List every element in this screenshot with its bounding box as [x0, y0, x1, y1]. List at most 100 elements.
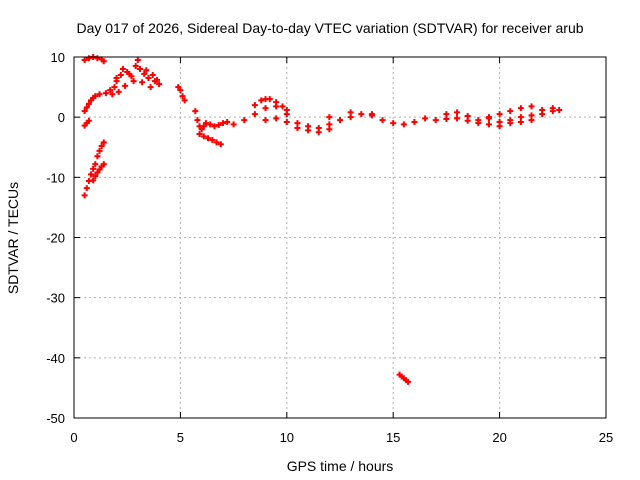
data-point [126, 70, 133, 77]
data-point [149, 72, 156, 79]
data-point [96, 91, 103, 98]
data-point [258, 97, 265, 104]
data-point [305, 127, 312, 134]
data-point [337, 117, 343, 124]
data-point [390, 120, 397, 127]
data-point [139, 79, 146, 86]
data-point [251, 102, 258, 109]
data-point [107, 87, 114, 94]
y-tick-label: 0 [58, 110, 65, 125]
data-point [111, 84, 118, 91]
data-point [145, 75, 152, 82]
data-point [102, 90, 109, 97]
data-point [528, 117, 535, 124]
data-point [507, 108, 514, 115]
data-point [130, 78, 137, 85]
data-point [217, 141, 224, 148]
data-point [279, 103, 286, 110]
data-point [358, 111, 365, 118]
data-point [207, 121, 214, 128]
data-point [100, 58, 107, 65]
data-point [192, 108, 199, 115]
data-point [230, 121, 237, 128]
y-axis-title: SDTVAR / TECUs [5, 182, 21, 294]
data-point [273, 115, 280, 122]
series-dip-6-7h [192, 108, 231, 133]
tick-layer: 0 5 10 15 20 25 -50 -40 -30 -20 -10 0 10 [46, 50, 613, 445]
data-point [88, 171, 95, 178]
data-point [368, 111, 375, 118]
data-point [528, 103, 535, 110]
series-dip-low-tail [196, 131, 224, 148]
data-point [485, 121, 492, 128]
data-point [194, 117, 201, 124]
data-point [113, 75, 120, 82]
data-point [117, 72, 124, 79]
data-point [94, 153, 101, 160]
data-point [496, 111, 503, 118]
chart-title: Day 017 of 2026, Sidereal Day-to-day VTE… [76, 20, 583, 36]
data-point [96, 166, 103, 173]
data-point [400, 121, 407, 128]
data-point [517, 118, 524, 125]
y-tick-label: 10 [51, 50, 65, 65]
data-point [219, 120, 226, 127]
data-point [85, 100, 92, 107]
data-point [215, 121, 222, 128]
data-point [549, 105, 556, 112]
y-tick-label: -30 [46, 291, 65, 306]
data-point [136, 66, 143, 73]
data-point [213, 139, 220, 146]
data-point [347, 109, 354, 116]
series-main-upper [251, 96, 556, 121]
data-point [141, 70, 148, 77]
data-point [92, 173, 99, 180]
data-point [90, 165, 97, 172]
data-point [326, 126, 333, 133]
data-point [100, 139, 107, 146]
data-point [283, 106, 290, 113]
x-axis-title: GPS time / hours [287, 458, 394, 474]
data-point [315, 129, 322, 136]
data-point [200, 133, 207, 140]
data-point [83, 185, 90, 192]
y-tick-label: -40 [46, 351, 65, 366]
data-point [122, 82, 129, 89]
x-tick-label: 0 [70, 430, 77, 445]
data-point [177, 87, 184, 94]
data-point [175, 84, 182, 91]
data-point [198, 126, 205, 133]
data-point [98, 143, 105, 150]
data-point [251, 111, 258, 118]
data-point [485, 114, 492, 121]
series-main-lower [262, 115, 535, 136]
data-point [119, 66, 126, 73]
data-point [517, 105, 524, 112]
data-point [134, 57, 141, 64]
data-point [507, 120, 514, 127]
data-point [92, 161, 99, 168]
data-point [556, 106, 563, 113]
data-point [464, 112, 471, 119]
series-early-mid-arc [90, 161, 107, 184]
data-point [209, 137, 216, 144]
data-point [326, 114, 333, 121]
data-point [200, 123, 207, 130]
y-tick-label: -10 [46, 170, 65, 185]
data-point [156, 81, 163, 88]
y-tick-label: -50 [46, 411, 65, 426]
x-tick-label: 25 [599, 430, 613, 445]
data-point [94, 55, 101, 62]
data-point [405, 378, 412, 385]
series-cluster-2-4h [107, 57, 163, 98]
data-point [202, 120, 209, 127]
data-point [283, 118, 290, 125]
data-point [273, 99, 280, 106]
data-point [90, 177, 97, 184]
x-tick-label: 15 [386, 430, 400, 445]
data-point [151, 78, 158, 85]
data-point [475, 120, 482, 127]
data-point [81, 108, 88, 115]
